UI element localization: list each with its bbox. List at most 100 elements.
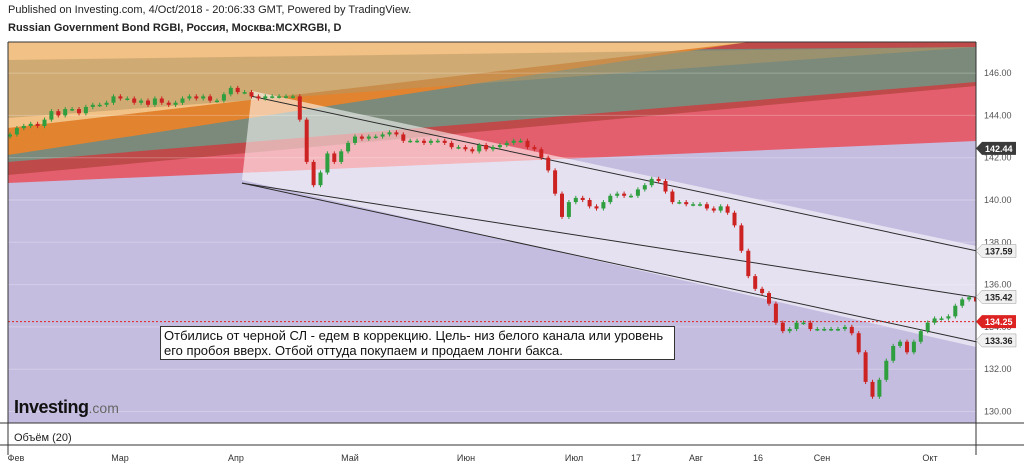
candle-body	[691, 204, 696, 206]
candle	[249, 90, 254, 99]
candle-body	[518, 140, 523, 143]
candle	[863, 350, 868, 385]
candle	[732, 210, 737, 228]
candle	[263, 94, 268, 101]
candle	[794, 320, 799, 332]
candle-body	[698, 204, 702, 206]
candle	[532, 145, 537, 152]
candle-body	[711, 208, 716, 211]
candle-body	[546, 157, 551, 171]
candle-body	[746, 250, 751, 277]
candle-body	[270, 96, 275, 98]
candle-body	[428, 140, 433, 143]
candle	[477, 142, 482, 154]
candle	[235, 85, 240, 95]
candle-body	[166, 102, 171, 105]
white-channel	[242, 91, 976, 347]
candle-body	[470, 149, 475, 152]
candle	[884, 358, 889, 382]
candle	[670, 189, 675, 205]
candle-body	[187, 96, 192, 99]
candle-body	[532, 147, 537, 150]
candle	[677, 200, 682, 205]
candle-body	[884, 360, 889, 380]
candle	[463, 145, 468, 152]
candle-body	[622, 193, 627, 196]
candle-body	[484, 145, 489, 150]
candle	[642, 183, 647, 192]
candle-body	[152, 98, 157, 105]
candle	[152, 96, 157, 107]
candle-body	[718, 206, 723, 211]
candle-body	[615, 193, 620, 196]
candle	[146, 98, 150, 107]
candle	[21, 123, 26, 131]
price-tag-box	[976, 315, 1016, 329]
candle-body	[97, 104, 102, 107]
candle	[704, 202, 709, 211]
candle	[649, 176, 654, 188]
candle	[518, 138, 523, 143]
candle	[905, 339, 909, 355]
candle	[594, 204, 599, 211]
candle-body	[14, 128, 19, 135]
candle-body	[277, 96, 282, 98]
candle-body	[539, 149, 544, 158]
candle	[132, 96, 137, 105]
candle-body	[794, 322, 799, 330]
candle-body	[787, 329, 792, 332]
candle	[484, 142, 489, 152]
candle	[836, 326, 840, 332]
candle	[760, 286, 765, 296]
volume-label: Объём (20)	[14, 432, 72, 444]
candle	[70, 106, 75, 112]
candle-body	[353, 136, 357, 143]
candle-body	[629, 195, 633, 198]
candle	[339, 149, 344, 165]
candle-body	[580, 197, 585, 200]
candle-body	[504, 142, 509, 146]
candle-body	[497, 145, 502, 148]
candle	[373, 134, 378, 139]
candle-body	[601, 202, 606, 209]
candle-body	[42, 119, 47, 126]
candle-body	[111, 96, 116, 103]
candle	[870, 379, 875, 399]
candle	[739, 223, 744, 253]
axes: 130.00132.00134.00136.00138.00140.00142.…	[0, 41, 1024, 463]
candle-body	[56, 111, 61, 116]
candle-body	[953, 305, 958, 317]
candle	[366, 134, 371, 141]
candle	[456, 145, 461, 150]
candle	[470, 147, 475, 154]
candle	[787, 326, 792, 334]
candle	[387, 130, 392, 137]
candle-body	[635, 189, 640, 196]
candle	[42, 117, 47, 129]
candle	[622, 191, 627, 198]
candle	[290, 94, 295, 99]
candle-body	[104, 102, 109, 105]
candle-body	[704, 204, 709, 209]
candle-body	[201, 96, 206, 99]
candle-body	[822, 329, 827, 331]
candle-body	[284, 96, 288, 98]
candle-body	[297, 96, 302, 120]
candle-body	[63, 109, 68, 116]
candle	[553, 168, 558, 196]
candle-body	[346, 142, 351, 152]
candle	[277, 94, 282, 99]
candle-body	[463, 147, 468, 150]
candle-body	[587, 200, 592, 207]
candle-body	[911, 341, 916, 353]
candle	[180, 96, 185, 105]
candle-body	[918, 331, 923, 342]
candle	[14, 125, 19, 137]
candle	[504, 140, 509, 148]
candle	[256, 94, 261, 101]
candle-body	[649, 178, 654, 186]
x-tick-label: Мар	[111, 453, 129, 463]
price-tag-label: 135.42	[985, 292, 1013, 302]
candle-body	[732, 212, 737, 226]
candle-body	[594, 206, 599, 209]
